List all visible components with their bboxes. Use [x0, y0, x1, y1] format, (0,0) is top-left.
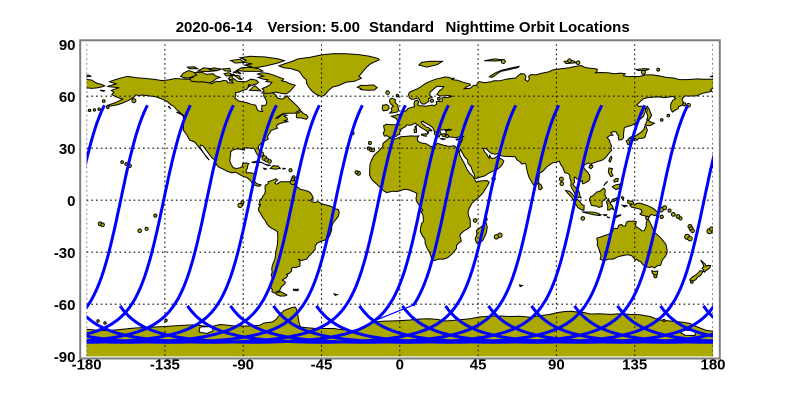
svg-text:180: 180	[700, 356, 725, 373]
svg-text:0: 0	[67, 193, 75, 210]
svg-text:-30: -30	[54, 245, 76, 262]
svg-text:-90: -90	[232, 356, 254, 373]
svg-text:-135: -135	[150, 356, 180, 373]
svg-text:135: 135	[622, 356, 647, 373]
svg-text:30: 30	[59, 141, 76, 158]
svg-text:45: 45	[470, 356, 487, 373]
svg-text:60: 60	[59, 89, 76, 106]
svg-text:-60: -60	[54, 297, 76, 314]
svg-text:Standard: Standard	[369, 19, 434, 36]
svg-text:-45: -45	[311, 356, 333, 373]
svg-text:-90: -90	[54, 349, 76, 366]
svg-text:0: 0	[396, 356, 404, 373]
svg-text:90: 90	[59, 37, 76, 54]
svg-text:90: 90	[548, 356, 565, 373]
svg-text:-180: -180	[72, 356, 102, 373]
svg-text:Nighttime Orbit Locations: Nighttime Orbit Locations	[446, 19, 630, 36]
svg-text:Version: 5.00: Version: 5.00	[267, 19, 360, 36]
svg-text:2020-06-14: 2020-06-14	[176, 19, 253, 36]
